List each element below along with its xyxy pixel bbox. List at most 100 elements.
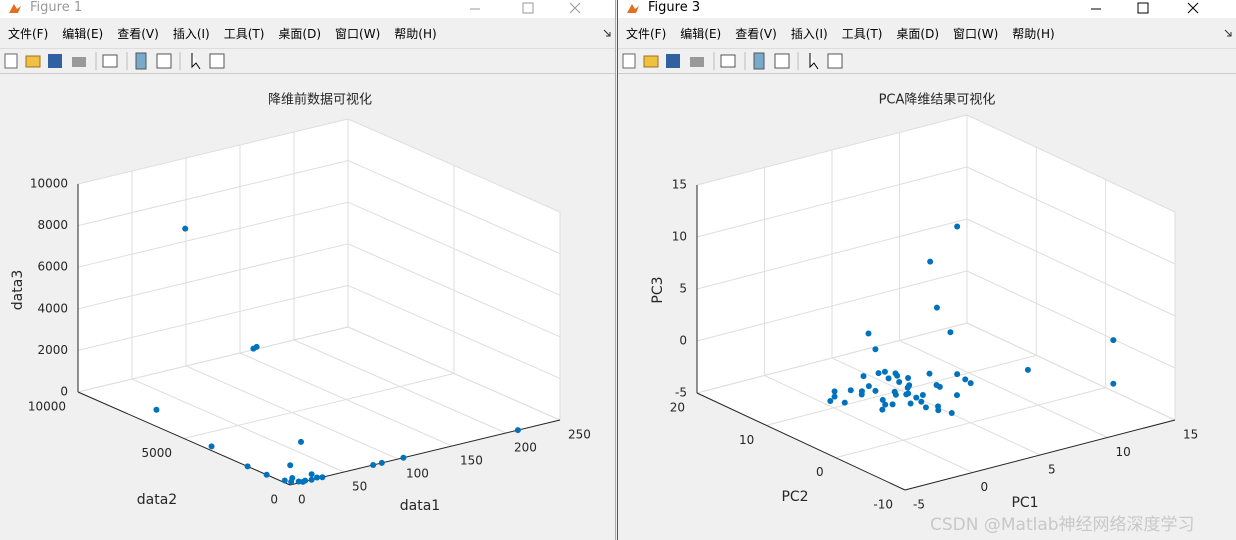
- axis-line: [696, 392, 906, 491]
- grid-line: [966, 270, 1176, 369]
- watermark: CSDN @Matlab神经网络深度学习: [930, 515, 1195, 535]
- chart-title: PCA降维结果可视化: [879, 93, 996, 108]
- data-point: [948, 410, 955, 417]
- y-tick-label: 0: [816, 465, 824, 479]
- y-tick-label: 0: [270, 493, 278, 507]
- data-point: [918, 398, 925, 405]
- data-point: [319, 474, 326, 481]
- menu-item[interactable]: 窗口(W): [335, 27, 381, 41]
- data-point: [400, 454, 407, 461]
- window-controls[interactable]: [1086, 0, 1236, 18]
- data-point: [308, 476, 315, 483]
- toolbar: [0, 48, 615, 74]
- x-tick-label: 200: [514, 441, 537, 455]
- data-point: [314, 474, 320, 481]
- data-point: [926, 370, 933, 377]
- y-tick-label: -10: [873, 498, 893, 512]
- menu-item[interactable]: 插入(I): [172, 27, 210, 41]
- y-tick-label: 5000: [141, 446, 172, 460]
- z-tick-label: 10: [672, 230, 687, 244]
- data-point: [858, 388, 865, 395]
- toolbar-icons[interactable]: [618, 49, 858, 73]
- app-icon: [9, 4, 21, 13]
- menu-item[interactable]: 帮助(H): [394, 27, 437, 41]
- menu-item[interactable]: 插入(I): [790, 27, 828, 41]
- x-tick-label: 15: [1183, 428, 1198, 442]
- menu-item[interactable]: 帮助(H): [1012, 27, 1055, 41]
- grid-line: [899, 340, 1108, 438]
- y-tick-label: 20: [670, 401, 685, 415]
- grid-line: [77, 284, 349, 351]
- data-point: [962, 376, 969, 383]
- grid-line: [77, 118, 349, 185]
- data-point: [299, 478, 306, 485]
- figure-window: Figure 3 文件(F) 编辑(E) 查看(V) 插入(I) 工具(T) 桌面(D) 窗…: [617, 0, 1236, 540]
- app-icon: [627, 4, 639, 13]
- menu-item[interactable]: 编辑(E): [62, 27, 104, 41]
- data-point: [872, 346, 879, 353]
- x-tick-label: 10: [1116, 445, 1131, 459]
- z-axis-label: PC3: [650, 276, 666, 303]
- grid-line: [347, 201, 561, 296]
- menu-arrow[interactable]: [1224, 29, 1232, 37]
- z-tick-label: 15: [672, 178, 687, 192]
- data-point: [860, 373, 867, 380]
- grid-line: [696, 322, 968, 394]
- menu-item[interactable]: 编辑(E): [680, 27, 722, 41]
- x-tick-label: 5: [1048, 463, 1056, 477]
- z-tick-label: 4000: [37, 301, 68, 315]
- grid-line: [966, 114, 1176, 213]
- toolbar: [618, 48, 1236, 74]
- menu-item[interactable]: 文件(F): [8, 27, 49, 41]
- menu-item[interactable]: 窗口(W): [953, 27, 999, 41]
- window-controls[interactable]: [465, 0, 615, 18]
- data-point: [831, 388, 838, 395]
- data-point: [253, 343, 260, 350]
- grid-line: [764, 375, 973, 473]
- plot-area: -5051015-1001020-5051015PCA降维结果可视化PC1PC2…: [650, 93, 1198, 512]
- window-title: Figure 3: [648, 0, 701, 15]
- data-point: [847, 387, 854, 394]
- z-tick-label: 6000: [37, 260, 68, 274]
- data-point: [936, 383, 943, 390]
- y-tick-label: 10: [739, 433, 754, 447]
- title-bar: Figure 3: [618, 0, 1236, 18]
- z-tick-label: 10000: [30, 177, 68, 191]
- grid-line: [347, 243, 561, 338]
- back-pane: [78, 119, 348, 392]
- z-tick-label: 0: [60, 385, 68, 399]
- x-axis-label: PC1: [1011, 495, 1038, 511]
- data-point: [907, 400, 914, 407]
- menu-item[interactable]: 桌面(D): [896, 27, 940, 41]
- grid-line: [347, 118, 561, 213]
- menu-item[interactable]: 工具(T): [841, 27, 883, 41]
- data-point: [889, 401, 896, 408]
- menu-item[interactable]: 文件(F): [626, 27, 667, 41]
- data-point: [831, 393, 838, 400]
- grid-line: [347, 160, 561, 255]
- data-point: [933, 304, 940, 311]
- menu-arrow[interactable]: [603, 29, 611, 37]
- toolbar-icons[interactable]: [0, 49, 240, 73]
- data-point: [891, 388, 898, 395]
- axis-line: [904, 419, 1176, 491]
- menu-item[interactable]: 工具(T): [223, 27, 265, 41]
- data-point: [954, 223, 961, 230]
- data-point: [922, 404, 929, 411]
- data-point: [153, 406, 160, 413]
- data-point: [913, 394, 920, 401]
- data-point: [182, 225, 189, 232]
- menu-item[interactable]: 查看(V): [735, 27, 777, 41]
- menu-item[interactable]: 桌面(D): [278, 27, 322, 41]
- plot-area: 0501001502002500500010000020004000600080…: [10, 92, 591, 515]
- data-point: [953, 392, 960, 399]
- grid-line: [77, 160, 349, 227]
- data-point: [905, 375, 912, 382]
- data-point: [289, 475, 296, 482]
- menu-item[interactable]: 查看(V): [117, 27, 159, 41]
- x-tick-label: 0: [981, 480, 989, 494]
- window-title: Figure 1: [30, 0, 83, 15]
- data-point: [308, 471, 315, 478]
- data-point: [298, 438, 304, 445]
- data-point: [865, 383, 872, 390]
